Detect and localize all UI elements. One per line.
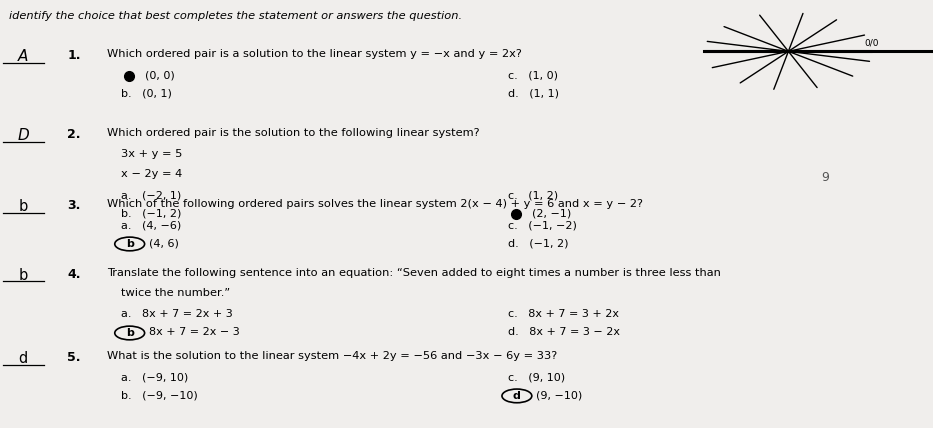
Text: 4.: 4. <box>67 268 80 280</box>
Text: Which of the following ordered pairs solves the linear system 2(x − 4) + y = 6 a: Which of the following ordered pairs sol… <box>107 199 643 209</box>
Text: b: b <box>19 199 28 214</box>
Text: What is the solution to the linear system −4x + 2y = −56 and −3x − 6y = 33?: What is the solution to the linear syste… <box>107 351 558 361</box>
Text: 1.: 1. <box>67 49 80 62</box>
Text: 0/0: 0/0 <box>864 38 879 47</box>
Text: (0, 0): (0, 0) <box>145 71 174 80</box>
Text: b.   (−9, −10): b. (−9, −10) <box>121 390 198 400</box>
Text: b: b <box>19 268 28 282</box>
Text: b: b <box>126 328 133 338</box>
Text: 3.: 3. <box>67 199 80 212</box>
Text: a.   (4, −6): a. (4, −6) <box>121 220 182 230</box>
Text: (9, −10): (9, −10) <box>536 390 583 400</box>
Text: a.   8x + 7 = 2x + 3: a. 8x + 7 = 2x + 3 <box>121 309 233 319</box>
Text: 9: 9 <box>821 171 829 184</box>
Text: 5.: 5. <box>67 351 80 364</box>
Text: A: A <box>18 49 29 64</box>
Text: b.   (0, 1): b. (0, 1) <box>121 89 173 98</box>
Text: (4, 6): (4, 6) <box>149 238 179 248</box>
Text: Translate the following sentence into an equation: “Seven added to eight times a: Translate the following sentence into an… <box>107 268 721 277</box>
Text: 3x + y = 5: 3x + y = 5 <box>121 149 183 159</box>
Text: (2, −1): (2, −1) <box>532 209 571 219</box>
Text: a.   (−9, 10): a. (−9, 10) <box>121 372 188 382</box>
Text: d.   (1, 1): d. (1, 1) <box>508 89 560 98</box>
Text: b.   (−1, 2): b. (−1, 2) <box>121 209 182 219</box>
Text: d: d <box>513 391 521 401</box>
Text: b: b <box>126 239 133 249</box>
Text: 2.: 2. <box>67 128 80 141</box>
Text: c.   (−1, −2): c. (−1, −2) <box>508 220 578 230</box>
Text: c.   (1, 0): c. (1, 0) <box>508 71 559 80</box>
Text: c.   8x + 7 = 3 + 2x: c. 8x + 7 = 3 + 2x <box>508 309 620 319</box>
Text: c.   (1, 2): c. (1, 2) <box>508 191 559 201</box>
Text: twice the number.”: twice the number.” <box>121 288 230 298</box>
Text: d.   8x + 7 = 3 − 2x: d. 8x + 7 = 3 − 2x <box>508 327 620 337</box>
Text: Which ordered pair is a solution to the linear system y = −x and y = 2x?: Which ordered pair is a solution to the … <box>107 49 522 59</box>
Text: Which ordered pair is the solution to the following linear system?: Which ordered pair is the solution to th… <box>107 128 480 138</box>
Text: identify the choice that best completes the statement or answers the question.: identify the choice that best completes … <box>9 11 463 21</box>
Text: D: D <box>18 128 29 143</box>
Text: d.   (−1, 2): d. (−1, 2) <box>508 238 569 248</box>
Text: d: d <box>19 351 28 366</box>
Text: 8x + 7 = 2x − 3: 8x + 7 = 2x − 3 <box>149 327 240 337</box>
Text: x − 2y = 4: x − 2y = 4 <box>121 169 183 179</box>
Text: c.   (9, 10): c. (9, 10) <box>508 372 565 382</box>
Text: a.   (−2, 1): a. (−2, 1) <box>121 191 182 201</box>
